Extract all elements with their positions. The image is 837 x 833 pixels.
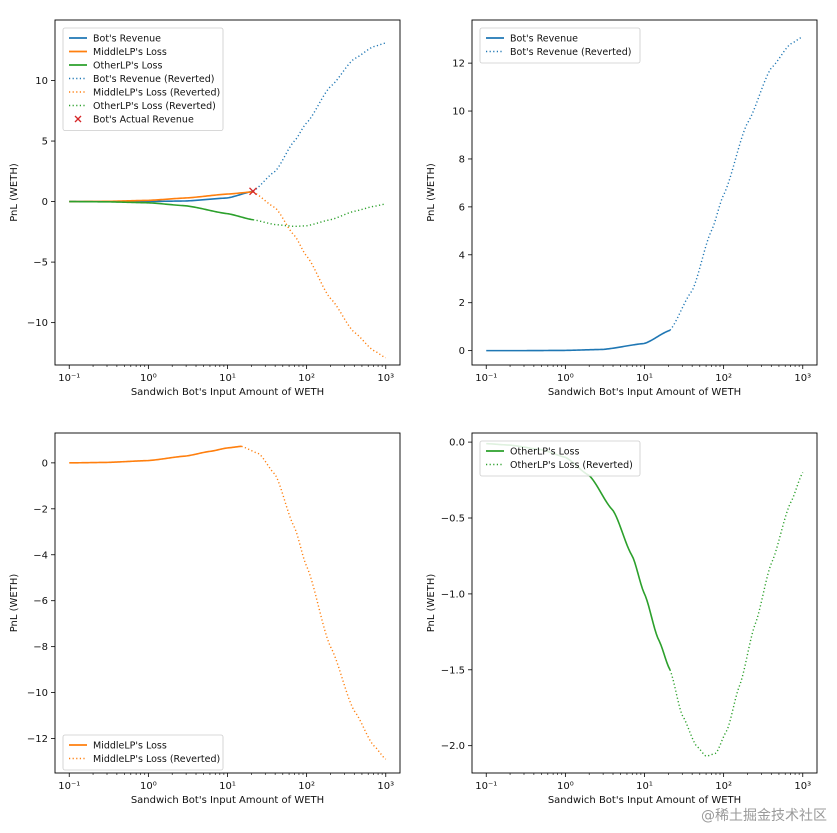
legend-box [479, 440, 641, 477]
series-line-0 [486, 442, 671, 671]
x-tick-label: 10¹ [219, 373, 236, 384]
watermark: @稀土掘金技术社区 [701, 808, 827, 824]
legend-label: OtherLP's Loss (Reverted) [510, 460, 633, 471]
legend-box [62, 734, 224, 771]
y-tick-label: 0 [42, 458, 48, 469]
x-tick-label: 10¹ [219, 781, 236, 792]
y-axis-label: PnL (WETH) [426, 574, 437, 633]
legend-marker [74, 115, 82, 123]
x-tick-label: 10³ [794, 781, 811, 792]
y-tick-label: 0 [459, 346, 465, 357]
series-line-0 [69, 445, 242, 464]
y-tick-label: −4 [33, 550, 48, 561]
axes-frame [54, 432, 401, 774]
legend-label: MiddleLP's Loss (Reverted) [93, 87, 220, 98]
y-tick-label: −10 [27, 318, 48, 329]
legend: OtherLP's Loss OtherLP's Loss (Reverted) [479, 440, 641, 477]
x-tick-label: 10⁰ [140, 373, 157, 384]
x-tick-label: 10³ [794, 373, 811, 384]
x-tick-label: 10² [298, 373, 315, 384]
y-tick-label: −5 [33, 258, 48, 269]
y-tick-label: 6 [459, 202, 465, 213]
axes-frame [471, 432, 818, 774]
y-axis-label: PnL (WETH) [9, 574, 20, 633]
y-tick-label: −10 [27, 688, 48, 699]
series-line-1 [669, 36, 804, 331]
y-axis-label: PnL (WETH) [426, 163, 437, 222]
x-tick-label: 10⁻¹ [58, 781, 80, 792]
series-line-0 [486, 329, 671, 352]
series-line-5 [252, 203, 386, 228]
y-tick-label: 0 [42, 197, 48, 208]
y-tick-label: 4 [459, 250, 465, 261]
x-tick-label: 10² [715, 373, 732, 384]
x-tick-label: 10³ [377, 373, 394, 384]
y-tick-label: 10 [452, 107, 465, 118]
legend-box [479, 27, 641, 64]
legend-label: Bot's Actual Revenue [93, 114, 194, 125]
legend-label: Bot's Revenue (Reverted) [510, 47, 631, 58]
legend: Bot's Revenue MiddleLP's Loss OtherLP's Lo… [62, 27, 224, 131]
y-tick-label: 10 [35, 76, 48, 87]
series-line-2 [69, 200, 254, 221]
axes-frame [471, 19, 818, 366]
y-tick-label: 12 [452, 59, 465, 70]
chart-top-right: 10⁻¹ 10⁰ 10¹ 10² 10³ 12 10 8 6 4 2 0 Sandwich Bot's … [426, 19, 818, 398]
x-tick-label: 10⁻¹ [475, 781, 497, 792]
x-tick-label: 10⁰ [557, 373, 574, 384]
y-tick-label: −2 [33, 504, 48, 515]
chart-top-left: 10⁻¹ 10⁰ 10¹ 10² 10³ 10 5 0 −5 −10 Sandwich Bot's … [9, 19, 401, 398]
y-tick-label: 2 [459, 298, 465, 309]
y-tick-label: −2.0 [441, 741, 465, 752]
chart-bottom-right: 10⁻¹ 10⁰ 10¹ 10² 10³ 0.0 −0.5 −1.0 −1.5 −2.0 Sandw… [426, 432, 818, 806]
legend-label: Bot's Revenue [93, 33, 161, 44]
y-tick-label: −1.5 [441, 665, 465, 676]
legend-label: OtherLP's Loss (Reverted) [93, 101, 216, 112]
y-tick-label: −1.0 [441, 589, 465, 600]
y-tick-label: −0.5 [441, 514, 465, 525]
legend-label: Bot's Revenue [510, 33, 578, 44]
x-tick-label: 10² [715, 781, 732, 792]
legend-box [62, 27, 224, 131]
legend-label: MiddleLP's Loss (Reverted) [93, 754, 220, 765]
series-line-1 [69, 191, 254, 203]
y-tick-label: 8 [459, 154, 465, 165]
series-line-3 [252, 42, 386, 192]
y-tick-label: −6 [33, 596, 48, 607]
x-tick-label: 10⁰ [557, 781, 574, 792]
x-tick-label: 10¹ [636, 373, 653, 384]
marker-actual-revenue [249, 187, 257, 196]
series-line-1 [241, 445, 387, 760]
legend-label: OtherLP's Loss [510, 446, 579, 457]
y-tick-label: 5 [42, 137, 48, 148]
x-tick-label: 10³ [377, 781, 394, 792]
series-line-1 [669, 472, 804, 757]
x-tick-label: 10⁰ [140, 781, 157, 792]
legend: Bot's Revenue Bot's Revenue (Reverted) [479, 27, 641, 64]
x-tick-label: 10⁻¹ [58, 373, 80, 384]
x-tick-label: 10⁻¹ [475, 373, 497, 384]
x-axis-label: Sandwich Bot's Input Amount of WETH [548, 795, 741, 806]
x-axis-label: Sandwich Bot's Input Amount of WETH [548, 387, 741, 398]
legend-label: OtherLP's Loss [93, 60, 162, 71]
series-line-4 [252, 191, 387, 359]
legend: MiddleLP's Loss MiddleLP's Loss (Reverted… [62, 734, 224, 771]
y-tick-label: −8 [33, 642, 48, 653]
chart-bottom-left: 10⁻¹ 10⁰ 10¹ 10² 10³ 0 −2 −4 −6 −8 −10 −12 Sandwich … [9, 432, 401, 806]
x-axis-label: Sandwich Bot's Input Amount of WETH [131, 795, 324, 806]
legend-label: Bot's Revenue (Reverted) [93, 74, 214, 85]
y-tick-label: 0.0 [449, 438, 465, 449]
y-tick-label: −12 [27, 734, 48, 745]
legend-label: MiddleLP's Loss [93, 47, 167, 58]
y-axis-label: PnL (WETH) [9, 163, 20, 222]
legend-label: MiddleLP's Loss [93, 740, 167, 751]
x-tick-label: 10² [298, 781, 315, 792]
x-axis-label: Sandwich Bot's Input Amount of WETH [131, 387, 324, 398]
x-tick-label: 10¹ [636, 781, 653, 792]
marker-stroke [249, 187, 257, 196]
